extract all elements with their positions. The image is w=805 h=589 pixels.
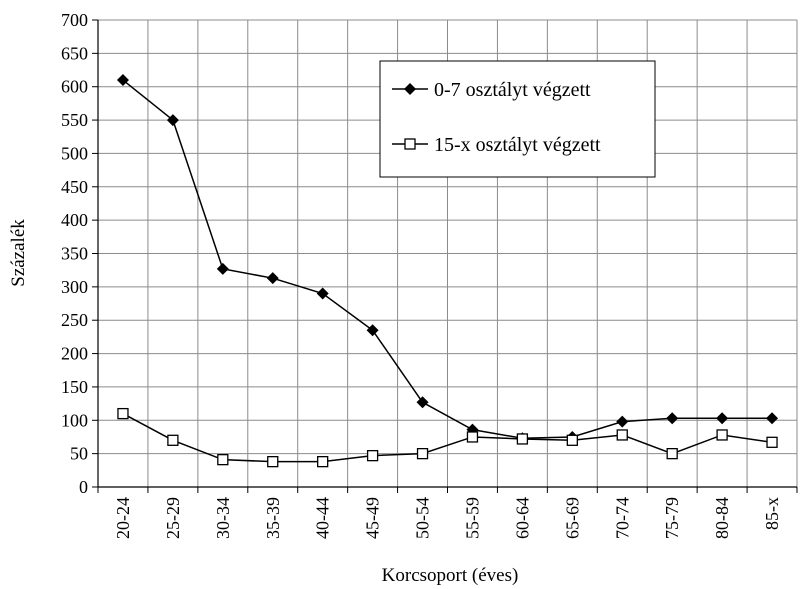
data-point-diamond	[316, 287, 329, 300]
x-tick-label: 85-x	[762, 497, 782, 530]
y-tick-label: 450	[61, 177, 88, 197]
x-tick-label: 60-64	[512, 497, 532, 539]
data-point-square	[616, 429, 628, 441]
data-point-diamond	[416, 396, 429, 409]
x-tick-label: 65-69	[562, 497, 582, 539]
y-tick-label: 200	[61, 344, 88, 364]
x-axis-title: Korcsoport (éves)	[382, 565, 519, 586]
data-point-square	[516, 433, 529, 445]
data-point-diamond	[366, 324, 379, 337]
data-point-square	[217, 453, 229, 466]
x-tick-label: 50-54	[413, 497, 433, 539]
legend-marker-diamond	[404, 83, 416, 95]
legend: 0-7 osztályt végzett 15-x osztályt végze…	[379, 60, 656, 178]
legend-box	[379, 60, 656, 178]
y-tick-label: 100	[61, 410, 88, 430]
series-line-0	[122, 79, 773, 440]
data-point-square	[666, 447, 678, 460]
y-tick-label: 350	[61, 244, 88, 264]
y-tick-label: 150	[61, 377, 88, 397]
series-line-1	[122, 412, 773, 463]
x-tick-label: 80-84	[712, 497, 732, 539]
x-tick-label: 25-29	[163, 497, 183, 539]
data-point-diamond	[266, 272, 279, 285]
data-point-square	[416, 447, 429, 460]
y-tick-label: 500	[61, 143, 88, 163]
data-point-diamond	[166, 114, 179, 127]
data-point-square	[317, 455, 329, 468]
x-tick-label: 40-44	[313, 497, 333, 539]
x-tick-label: 20-24	[113, 497, 133, 539]
data-point-square	[167, 434, 179, 446]
y-tick-label: 250	[61, 310, 88, 330]
legend-label-1: 15-x osztályt végzett	[434, 134, 601, 156]
data-point-diamond	[766, 412, 779, 425]
axes	[92, 19, 798, 493]
series-layer	[116, 74, 779, 468]
y-tick-label: 550	[61, 110, 88, 130]
y-tick-label: 400	[61, 210, 88, 230]
y-tick-labels: 0 50 100 150 200 250 300 350 400 450 500 550 600 650 7…	[61, 10, 88, 497]
y-tick-label: 700	[61, 10, 88, 30]
y-tick-label: 650	[61, 43, 88, 63]
x-tick-label: 75-79	[662, 497, 682, 539]
x-tick-label: 70-74	[612, 497, 632, 539]
data-point-diamond	[716, 412, 729, 425]
data-point-diamond	[216, 262, 229, 275]
data-point-square	[466, 431, 479, 443]
data-point-square	[366, 449, 379, 462]
data-point-square	[267, 455, 279, 468]
x-tick-label: 35-39	[263, 497, 283, 539]
y-tick-label: 50	[70, 444, 88, 464]
data-point-square	[766, 436, 778, 448]
x-tick-label: 30-34	[213, 497, 233, 539]
y-axis-title: Százalék	[8, 219, 29, 287]
data-point-diamond	[116, 74, 129, 87]
data-point-square	[566, 434, 578, 446]
y-tick-label: 600	[61, 77, 88, 97]
data-point-square	[716, 429, 728, 441]
y-tick-label: 0	[79, 477, 88, 497]
legend-label-0: 0-7 osztályt végzett	[434, 79, 591, 101]
legend-marker-square	[404, 138, 416, 150]
y-tick-label: 300	[61, 277, 88, 297]
data-point-diamond	[616, 415, 629, 428]
data-point-square	[117, 407, 129, 420]
x-tick-labels: 20-24 25-29 30-34 35-39 40-44 45-49 50-54 55-59…	[113, 497, 782, 539]
data-point-diamond	[666, 412, 679, 425]
x-tick-label: 55-59	[462, 497, 482, 539]
x-tick-label: 45-49	[363, 497, 383, 539]
